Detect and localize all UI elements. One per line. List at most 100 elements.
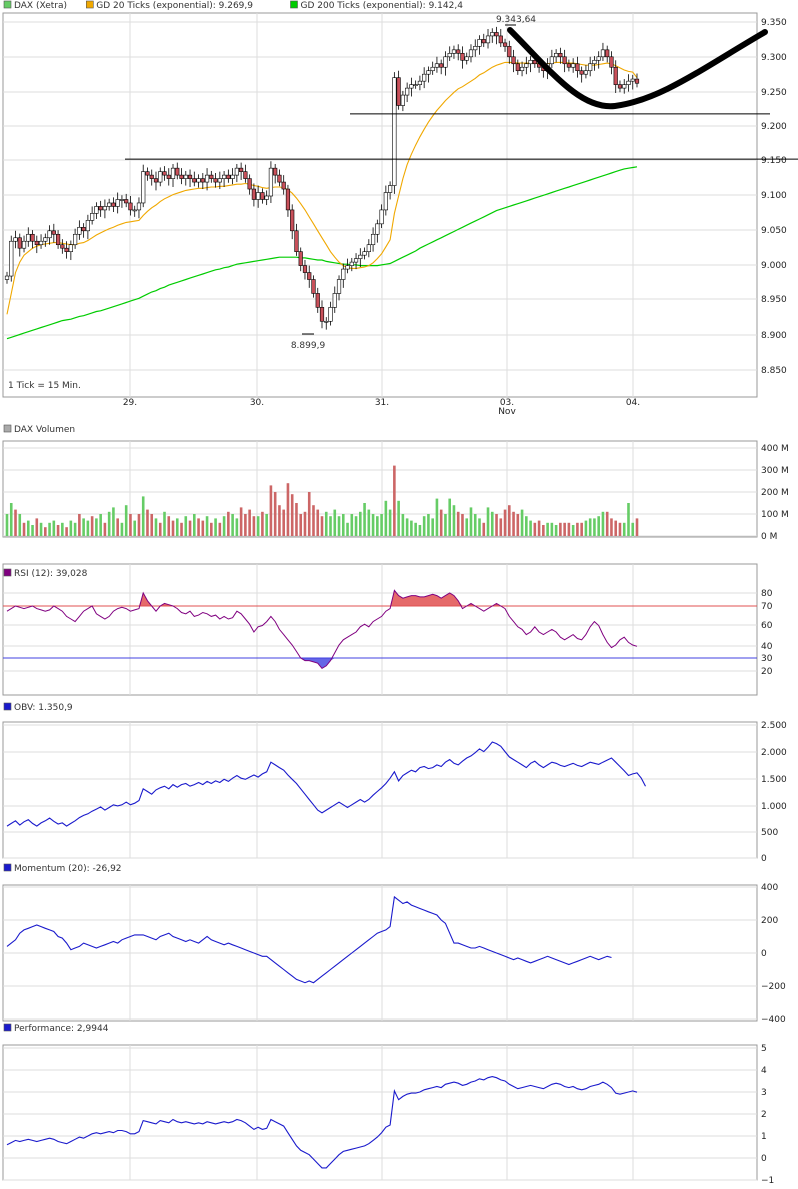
candle-body bbox=[43, 237, 48, 242]
performance-ytick: 0 bbox=[761, 1154, 767, 1164]
rsi-ytick: 80 bbox=[761, 589, 773, 599]
volume-bar bbox=[363, 503, 366, 536]
volume-bar bbox=[610, 518, 613, 536]
price-ytick: 9.000 bbox=[761, 261, 787, 271]
candle-body bbox=[281, 181, 286, 190]
price-xtick: 31. bbox=[375, 398, 389, 408]
candle-body bbox=[55, 233, 61, 246]
candle-body bbox=[498, 35, 503, 44]
candle-body bbox=[400, 94, 405, 106]
volume-bar bbox=[401, 514, 405, 536]
volume-bar bbox=[31, 525, 34, 536]
volume-bar bbox=[5, 514, 9, 536]
rsi-ytick: 20 bbox=[761, 667, 773, 677]
candle-body bbox=[485, 35, 491, 44]
candle-body bbox=[230, 174, 235, 179]
performance-ytick: 4 bbox=[761, 1066, 767, 1076]
candle-body bbox=[153, 178, 159, 183]
rsi-line bbox=[6, 589, 638, 670]
volume-bar bbox=[371, 514, 375, 536]
candle-body bbox=[307, 272, 312, 280]
candle-body bbox=[247, 178, 252, 190]
volume-bar bbox=[605, 511, 609, 536]
volume-bar bbox=[588, 518, 592, 536]
high-label: 9.343,64 bbox=[496, 15, 536, 25]
volume-bar bbox=[244, 514, 247, 536]
volume-bar bbox=[282, 509, 285, 536]
candle-body bbox=[226, 174, 231, 179]
candle-body bbox=[187, 174, 193, 179]
candle-body bbox=[98, 206, 103, 211]
candle-body bbox=[630, 78, 635, 82]
volume-bar bbox=[550, 522, 554, 536]
volume-bar bbox=[180, 522, 183, 536]
volume-legend-label: DAX Volumen bbox=[14, 425, 75, 435]
candle-body bbox=[375, 223, 380, 235]
volume-bar bbox=[192, 514, 196, 536]
volume-bar bbox=[82, 518, 85, 536]
rsi-legend-swatch bbox=[3, 568, 12, 577]
rsi-legend-label: RSI (12): 39,028 bbox=[14, 569, 88, 579]
volume-bar bbox=[320, 516, 324, 536]
candle-body bbox=[149, 174, 154, 179]
volume-bar bbox=[359, 511, 362, 536]
volume-bar bbox=[427, 514, 430, 536]
volume-bar bbox=[252, 516, 256, 536]
candle-body bbox=[4, 275, 10, 280]
volume-bar bbox=[346, 522, 349, 536]
performance-line bbox=[6, 1076, 638, 1169]
volume-bar bbox=[439, 509, 443, 536]
momentum-legend-label: Momentum (20): -26,92 bbox=[14, 864, 122, 874]
price-xtick: 03. bbox=[500, 398, 514, 408]
volume-bar bbox=[397, 500, 400, 536]
volume-bar bbox=[495, 514, 498, 536]
volume-legend-swatch bbox=[3, 424, 12, 433]
obv-ytick: 1.000 bbox=[761, 802, 787, 812]
candle-body bbox=[162, 171, 167, 176]
candle-body bbox=[434, 63, 440, 68]
candle-body bbox=[285, 188, 291, 211]
candle-body bbox=[370, 233, 376, 246]
volume-bar bbox=[499, 518, 503, 536]
candle-body bbox=[192, 178, 197, 183]
candle-body bbox=[494, 32, 499, 37]
candle-body bbox=[609, 56, 614, 68]
volume-bar bbox=[516, 514, 520, 536]
volume-bar bbox=[256, 516, 260, 536]
candle-body bbox=[315, 293, 320, 308]
volume-bar bbox=[559, 522, 562, 536]
price-legend-swatch bbox=[3, 0, 12, 9]
obv-ytick: 1.500 bbox=[761, 775, 787, 785]
candle-body bbox=[515, 63, 520, 72]
rsi-ytick: 30 bbox=[761, 654, 773, 664]
candle-body bbox=[532, 59, 537, 65]
candle-body bbox=[566, 63, 571, 68]
obv-ytick: 2.000 bbox=[761, 748, 787, 758]
volume-bar bbox=[435, 498, 439, 536]
volume-bar bbox=[154, 518, 158, 536]
momentum-ytick: −200 bbox=[761, 982, 786, 992]
volume-bar bbox=[120, 522, 124, 536]
volume-bar bbox=[444, 514, 447, 536]
price-ytick: 9.250 bbox=[761, 88, 787, 98]
volume-bar bbox=[235, 518, 239, 536]
candle-body bbox=[349, 261, 354, 266]
volume-bar bbox=[635, 518, 639, 536]
volume-bar bbox=[18, 514, 22, 536]
price-legend-swatch bbox=[86, 0, 94, 9]
obv-ytick: 2.500 bbox=[761, 721, 787, 731]
candle-body bbox=[107, 202, 112, 207]
volume-bar bbox=[73, 522, 77, 536]
volume-bar bbox=[614, 520, 618, 536]
volume-bar bbox=[307, 492, 311, 536]
volume-bar bbox=[631, 522, 635, 536]
candle-body bbox=[111, 202, 116, 207]
volume-bar bbox=[341, 514, 345, 536]
candle-body bbox=[579, 70, 584, 75]
price-xtick-month: Nov bbox=[498, 407, 516, 417]
candle-body bbox=[366, 244, 371, 252]
volume-bar bbox=[601, 511, 605, 536]
candle-body bbox=[524, 63, 529, 68]
obv-frame bbox=[2, 721, 758, 859]
volume-ytick: 300 M bbox=[761, 466, 789, 476]
